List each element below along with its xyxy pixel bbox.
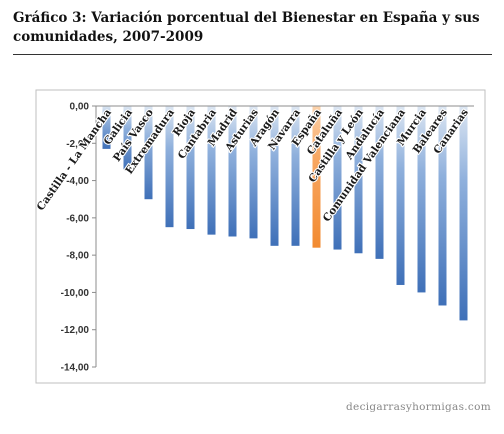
y-tick-label: -8,00 <box>66 251 89 262</box>
bar <box>333 106 342 250</box>
bar <box>396 106 405 285</box>
bar <box>291 106 300 246</box>
bar <box>375 106 384 259</box>
chart-frame <box>35 89 486 384</box>
bar <box>459 106 468 321</box>
title-divider <box>13 54 492 55</box>
bar <box>438 106 447 306</box>
source-credit: decigarrasyhormigas.com <box>346 401 491 413</box>
bar <box>249 106 258 239</box>
bar <box>186 106 195 230</box>
y-tick-label: -2,00 <box>66 139 89 150</box>
bar <box>123 106 132 170</box>
y-tick-label: -6,00 <box>66 213 89 224</box>
bar <box>165 106 174 228</box>
bar <box>270 106 279 246</box>
bar <box>207 106 216 235</box>
y-tick-label: -14,00 <box>61 363 90 374</box>
y-tick-label: -12,00 <box>61 325 90 336</box>
bar <box>144 106 153 200</box>
chart-title: Gráfico 3: Variación porcentual del Bien… <box>13 10 480 45</box>
y-tick-label: 0,00 <box>70 102 90 113</box>
bar-highlight <box>312 106 321 248</box>
y-tick-label: -4,00 <box>66 176 89 187</box>
y-tick-label: -10,00 <box>61 288 90 299</box>
bar <box>354 106 363 254</box>
bar <box>417 106 426 293</box>
bar <box>228 106 237 237</box>
plot-area: 0,00 -2,00 -4,00 -6,00 -8,00 -10,00 -12,00 -14,… <box>34 89 486 384</box>
bar <box>102 106 111 149</box>
